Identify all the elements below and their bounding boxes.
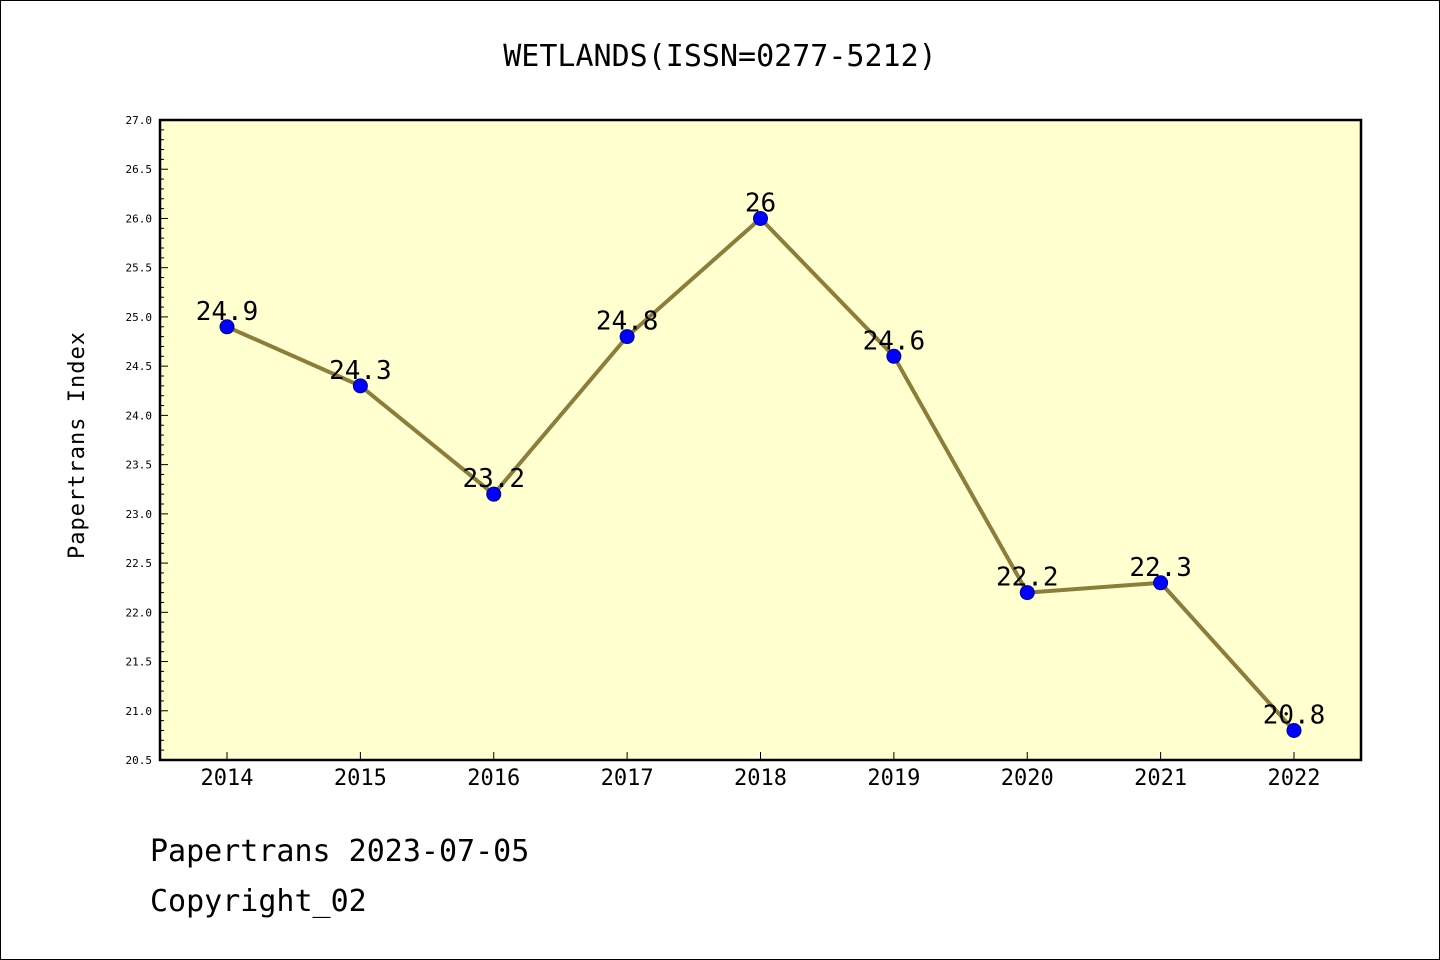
data-label-2017: 24.8 (596, 307, 659, 337)
y-tick-label: 25.0 (126, 311, 153, 324)
y-axis-label: Papertrans Index (65, 331, 90, 559)
x-tick-label: 2017 (601, 766, 654, 791)
y-tick-label: 24.5 (126, 360, 153, 373)
x-tick-label: 2016 (467, 766, 520, 791)
data-point-2018 (753, 210, 768, 226)
data-point-2014 (219, 319, 235, 335)
chart-title: WETLANDS(ISSN=0277-5212) (503, 39, 936, 74)
footer-copyright: Copyright_02 (150, 884, 367, 919)
y-tick-label: 21.0 (126, 705, 153, 718)
data-label-2022: 20.8 (1263, 700, 1326, 730)
footer-date: Papertrans 2023-07-05 (150, 834, 530, 869)
y-tick-label: 27.0 (126, 114, 153, 127)
data-point-2020 (1019, 585, 1035, 601)
y-tick-label: 23.5 (126, 459, 153, 472)
data-point-2019 (886, 348, 902, 364)
y-axis-ticks: 20.5 21.0 21.5 22.0 22.5 23.0 23.5 24.0 24.5 25.0… (126, 114, 168, 767)
plot-area (160, 120, 1361, 760)
data-label-2015: 24.3 (329, 356, 392, 386)
x-tick-label: 2015 (334, 766, 387, 791)
data-label-2019: 24.6 (863, 326, 926, 356)
y-tick-label: 21.5 (126, 656, 153, 669)
plot-border (158, 118, 1363, 762)
x-tick-label: 2018 (734, 766, 787, 791)
y-tick-label: 25.5 (126, 262, 153, 275)
y-tick-label: 22.0 (126, 606, 153, 619)
y-tick-label: 26.5 (126, 163, 153, 176)
x-tick-label: 2019 (867, 766, 920, 791)
x-tick-label: 2014 (201, 766, 254, 791)
data-label-2020: 22.2 (996, 563, 1059, 593)
data-label-2014: 24.9 (196, 297, 259, 327)
data-point-2016 (486, 486, 502, 502)
data-point-2015 (352, 378, 368, 394)
y-tick-label: 23.0 (126, 508, 153, 521)
y-tick-label: 24.0 (126, 409, 153, 422)
x-tick-label: 2020 (1001, 766, 1054, 791)
x-axis-ticks: 2014 2015 2016 2017 2018 2019 2020 2021 2022 (201, 752, 1321, 791)
data-point-2021 (1153, 575, 1169, 591)
y-tick-label: 20.5 (126, 754, 153, 767)
data-label-2021: 22.3 (1129, 553, 1192, 583)
data-label-2016: 23.2 (462, 464, 525, 494)
data-label-2018: 26 (745, 188, 776, 218)
x-tick-label: 2021 (1134, 766, 1187, 791)
series-layer: 24.9 24.3 23.2 24.8 26 24.6 22.2 22.3 20.8 (196, 188, 1326, 738)
data-point-2022 (1286, 722, 1302, 738)
x-tick-label: 2022 (1268, 766, 1321, 791)
y-tick-label: 26.0 (126, 212, 153, 225)
y-tick-label: 22.5 (126, 557, 153, 570)
data-point-2017 (619, 329, 635, 345)
